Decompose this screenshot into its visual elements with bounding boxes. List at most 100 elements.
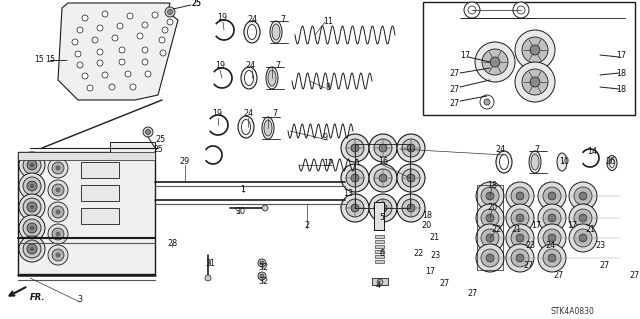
Circle shape — [23, 177, 41, 195]
Circle shape — [476, 224, 504, 252]
Circle shape — [482, 49, 508, 75]
Circle shape — [30, 163, 34, 167]
Circle shape — [538, 204, 566, 232]
Circle shape — [548, 234, 556, 242]
Circle shape — [27, 244, 37, 254]
Bar — [18, 152, 155, 160]
Ellipse shape — [268, 70, 276, 86]
Circle shape — [56, 232, 61, 236]
Circle shape — [579, 234, 587, 242]
Circle shape — [548, 254, 556, 262]
Circle shape — [23, 156, 41, 174]
Bar — [110, 142, 155, 154]
Ellipse shape — [264, 120, 272, 136]
Circle shape — [511, 249, 529, 267]
Text: 18: 18 — [422, 211, 432, 220]
Text: 17: 17 — [616, 51, 626, 61]
Text: 20: 20 — [487, 204, 497, 212]
Bar — [374, 202, 384, 230]
Circle shape — [119, 47, 125, 53]
Circle shape — [516, 254, 524, 262]
Bar — [375, 235, 384, 238]
Text: 27: 27 — [450, 69, 460, 78]
Circle shape — [538, 224, 566, 252]
Circle shape — [351, 144, 359, 152]
Circle shape — [97, 25, 103, 31]
Text: 16: 16 — [378, 158, 388, 167]
Circle shape — [56, 210, 61, 214]
Circle shape — [530, 77, 540, 87]
Bar — [375, 255, 384, 258]
Ellipse shape — [244, 70, 253, 85]
Circle shape — [19, 152, 45, 178]
Circle shape — [476, 244, 504, 272]
Text: 22: 22 — [413, 249, 423, 258]
Circle shape — [97, 60, 103, 66]
Circle shape — [538, 182, 566, 210]
Circle shape — [346, 169, 364, 187]
Circle shape — [506, 204, 534, 232]
Bar — [18, 152, 155, 274]
Circle shape — [48, 180, 68, 200]
Text: 27: 27 — [450, 85, 460, 93]
Circle shape — [351, 174, 359, 182]
Circle shape — [513, 2, 529, 18]
Circle shape — [468, 6, 476, 14]
Circle shape — [516, 192, 524, 200]
Circle shape — [511, 209, 529, 227]
Text: 24: 24 — [495, 145, 505, 153]
Bar — [375, 245, 384, 248]
Circle shape — [142, 47, 148, 53]
Circle shape — [506, 244, 534, 272]
Circle shape — [374, 139, 392, 157]
Circle shape — [56, 253, 61, 257]
Circle shape — [102, 72, 108, 78]
Circle shape — [82, 73, 88, 79]
Polygon shape — [58, 3, 178, 100]
Circle shape — [476, 182, 504, 210]
Text: 28: 28 — [167, 240, 177, 249]
Text: 17: 17 — [567, 221, 577, 231]
Circle shape — [543, 187, 561, 205]
Circle shape — [77, 62, 83, 68]
Text: 21: 21 — [511, 225, 521, 234]
Text: 3: 3 — [77, 295, 83, 305]
Text: 7: 7 — [280, 16, 285, 25]
Bar — [375, 240, 384, 243]
Circle shape — [19, 194, 45, 220]
Circle shape — [511, 187, 529, 205]
Circle shape — [522, 69, 548, 95]
Circle shape — [341, 194, 369, 222]
Circle shape — [23, 198, 41, 216]
Text: 12: 12 — [323, 159, 333, 167]
Circle shape — [569, 204, 597, 232]
Ellipse shape — [77, 185, 85, 201]
Circle shape — [167, 19, 173, 25]
Text: 24: 24 — [243, 109, 253, 118]
Text: 25: 25 — [156, 136, 166, 145]
Circle shape — [379, 144, 387, 152]
Circle shape — [407, 174, 415, 182]
Circle shape — [30, 226, 34, 230]
Ellipse shape — [241, 120, 250, 135]
Text: 17: 17 — [460, 51, 470, 61]
Text: 6: 6 — [380, 249, 385, 257]
Ellipse shape — [266, 67, 278, 89]
Bar — [375, 250, 384, 253]
Text: 32: 32 — [258, 263, 268, 272]
Circle shape — [260, 274, 264, 278]
Circle shape — [402, 169, 420, 187]
Text: 25: 25 — [191, 0, 201, 9]
Circle shape — [486, 234, 494, 242]
Circle shape — [56, 188, 61, 192]
Text: 27: 27 — [468, 290, 478, 299]
Circle shape — [511, 229, 529, 247]
Ellipse shape — [244, 21, 260, 43]
Circle shape — [569, 224, 597, 252]
Circle shape — [75, 51, 81, 57]
Text: 19: 19 — [215, 62, 225, 70]
Circle shape — [369, 194, 397, 222]
Circle shape — [23, 240, 41, 258]
Circle shape — [127, 13, 133, 19]
Text: 27: 27 — [554, 271, 564, 280]
